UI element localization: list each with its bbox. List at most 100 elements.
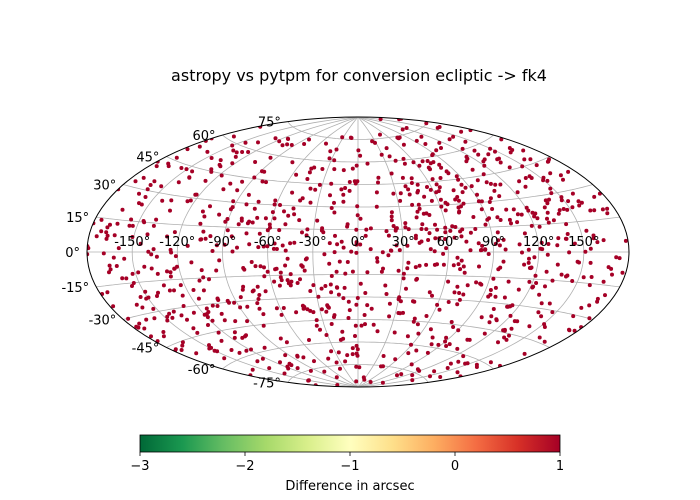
data-point (130, 271, 135, 276)
data-point (328, 193, 332, 198)
data-point (591, 233, 596, 238)
data-point (126, 316, 131, 321)
data-point (453, 225, 458, 229)
data-point (551, 218, 556, 223)
data-point (228, 207, 233, 212)
data-point (179, 313, 184, 318)
data-point (355, 296, 360, 300)
data-point (501, 259, 506, 264)
data-point (321, 230, 326, 235)
longitude-gridline (176, 117, 359, 387)
data-point (297, 218, 302, 223)
data-point (363, 322, 367, 327)
data-point (169, 198, 174, 203)
data-point (486, 152, 491, 157)
data-point (277, 228, 282, 233)
data-point (234, 150, 239, 155)
data-point (564, 222, 569, 227)
data-point (185, 199, 190, 204)
data-point (179, 348, 184, 352)
data-point (191, 310, 196, 315)
data-point (302, 142, 307, 146)
data-point (517, 242, 522, 247)
latitude-tick-label: -75° (253, 376, 281, 391)
data-point (444, 246, 449, 251)
data-point (576, 199, 581, 204)
longitude-tick-labels: -150° -120° -90° -60° -30° 0° 30° 60° 90° 120° 150… (114, 235, 599, 250)
data-point (294, 172, 299, 177)
data-point (530, 210, 535, 215)
data-point (527, 324, 532, 329)
data-point (539, 301, 544, 306)
data-point (520, 250, 524, 255)
data-point (515, 190, 520, 195)
data-point (393, 357, 398, 362)
data-point (498, 218, 503, 222)
data-point (232, 330, 237, 335)
data-point (285, 136, 290, 141)
data-point (456, 205, 461, 210)
data-point (196, 296, 201, 301)
data-point (283, 353, 288, 358)
data-point (343, 186, 348, 190)
data-point (415, 190, 420, 195)
data-point (250, 220, 255, 225)
data-point (173, 347, 178, 352)
data-point (354, 351, 359, 356)
data-point (178, 283, 183, 288)
data-point (479, 207, 484, 212)
data-point (487, 320, 492, 325)
data-point (416, 331, 421, 336)
data-point (273, 198, 278, 203)
data-point (414, 138, 419, 143)
data-point (232, 300, 237, 305)
data-point (439, 204, 444, 209)
data-point (221, 187, 226, 192)
data-point (458, 267, 463, 272)
data-point (391, 191, 396, 196)
data-point (541, 178, 546, 183)
data-point (143, 195, 148, 199)
data-point (185, 317, 189, 322)
data-point (133, 179, 138, 184)
data-point (354, 379, 359, 384)
data-point (170, 315, 175, 320)
data-point (393, 158, 398, 163)
data-point (244, 231, 249, 236)
data-point (545, 178, 550, 183)
data-point (424, 227, 429, 232)
data-point (370, 139, 375, 144)
data-point (107, 263, 112, 268)
data-point (168, 208, 172, 213)
data-point (311, 283, 316, 288)
data-point (614, 255, 619, 260)
data-point (236, 222, 241, 227)
data-point (214, 243, 219, 248)
data-point (267, 222, 272, 227)
data-point (336, 350, 341, 355)
data-point (230, 249, 235, 254)
data-point (410, 378, 415, 383)
data-point (256, 245, 261, 250)
data-point (358, 281, 363, 286)
data-point (443, 208, 448, 213)
data-point (207, 343, 211, 348)
data-point (350, 166, 355, 171)
data-point (403, 221, 408, 226)
data-point (155, 294, 159, 298)
data-point (247, 242, 252, 247)
data-point (219, 173, 224, 178)
data-point (180, 343, 185, 348)
data-point (137, 201, 141, 206)
data-point (456, 262, 461, 267)
data-point (228, 181, 233, 186)
data-point (216, 330, 221, 335)
data-point (332, 158, 337, 163)
chart-title: astropy vs pytpm for conversion ecliptic… (171, 66, 547, 85)
colorbar-tick-label: 0 (451, 459, 459, 474)
data-point (610, 272, 614, 277)
data-point (115, 221, 120, 226)
data-point (292, 240, 297, 245)
data-point (542, 205, 547, 210)
data-point (231, 199, 236, 204)
